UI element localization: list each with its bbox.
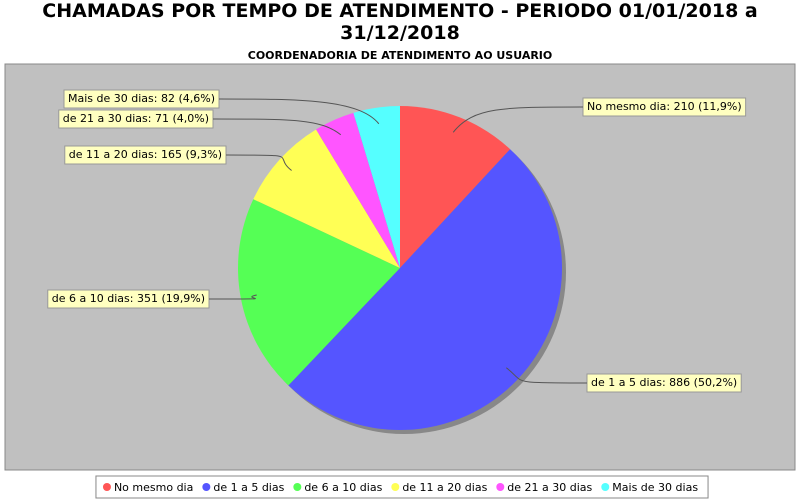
chart-title: CHAMADAS POR TEMPO DE ATENDIMENTO - PERI… bbox=[42, 0, 758, 44]
legend: No mesmo dia de 1 a 5 dias de 6 a 10 dias d… bbox=[102, 481, 698, 494]
legend-marker bbox=[496, 483, 505, 491]
legend-box bbox=[95, 475, 709, 499]
slice-label: de 11 a 20 dias: 165 (9,3%) bbox=[69, 148, 222, 161]
legend-label: Mais de 30 dias bbox=[612, 481, 698, 494]
slice-label: No mesmo dia: 210 (11,9%) bbox=[587, 100, 742, 113]
slice-label: Mais de 30 dias: 82 (4,6%) bbox=[68, 92, 215, 105]
slice-label: de 21 a 30 dias: 71 (4,0%) bbox=[63, 112, 209, 125]
pie-slice bbox=[288, 149, 562, 430]
legend-marker bbox=[601, 483, 610, 491]
label-link bbox=[225, 154, 292, 171]
pie-slice bbox=[237, 199, 400, 386]
pie-slice bbox=[353, 106, 400, 268]
pie-slice bbox=[400, 106, 511, 268]
legend-marker bbox=[293, 483, 302, 491]
legend-marker bbox=[102, 483, 111, 491]
legend-marker bbox=[202, 483, 211, 491]
label-link bbox=[208, 294, 257, 300]
label-link bbox=[505, 367, 588, 384]
pie-slice bbox=[316, 112, 400, 268]
legend-label: de 21 a 30 dias bbox=[507, 481, 592, 494]
legend-label: No mesmo dia bbox=[114, 481, 193, 494]
slice-label: de 1 a 5 dias: 886 (50,2%) bbox=[591, 376, 737, 389]
legend-label: de 11 a 20 dias bbox=[402, 481, 487, 494]
pie-slice bbox=[253, 129, 400, 268]
chart-subtitle: COORDENADORIA DE ATENDIMENTO AO USUARIO bbox=[248, 49, 553, 62]
label-link bbox=[452, 106, 584, 133]
label-link bbox=[212, 118, 342, 136]
label-link bbox=[218, 98, 380, 125]
slice-label: de 6 a 10 dias: 351 (19,9%) bbox=[52, 292, 205, 305]
legend-label: de 1 a 5 dias bbox=[213, 481, 284, 494]
legend-marker bbox=[391, 483, 400, 491]
legend-label: de 6 a 10 dias bbox=[304, 481, 382, 494]
